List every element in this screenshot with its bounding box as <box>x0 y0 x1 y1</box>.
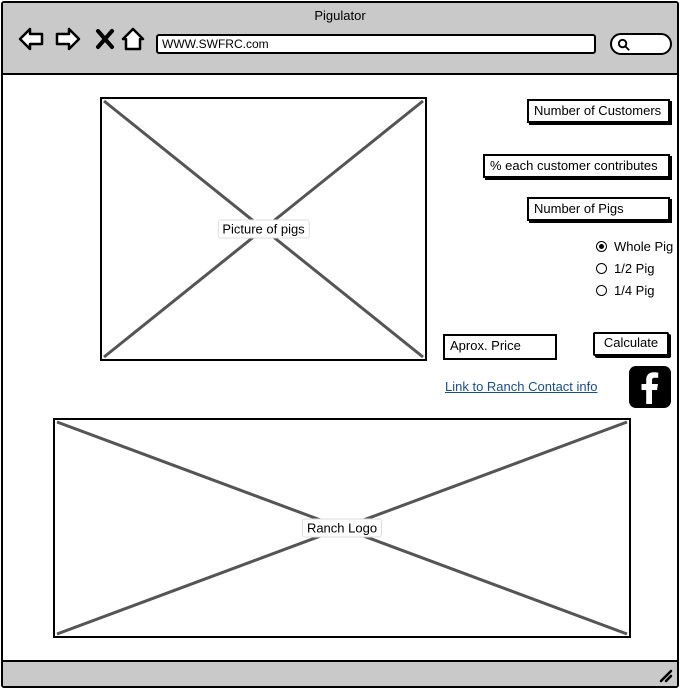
radio-half-pig[interactable]: 1/2 Pig <box>596 260 654 278</box>
home-icon[interactable] <box>119 25 147 53</box>
facebook-f-glyph <box>641 372 659 404</box>
window-title: Pigulator <box>314 8 366 23</box>
browser-search-field[interactable] <box>610 33 672 55</box>
ranch-logo-placeholder: Ranch Logo <box>53 418 631 638</box>
radio-button-selected[interactable] <box>596 241 607 252</box>
calculate-button[interactable]: Calculate <box>593 332 669 356</box>
ranch-contact-link[interactable]: Link to Ranch Contact info <box>445 379 598 394</box>
customers-field[interactable]: Number of Customers <box>527 99 670 123</box>
browser-toolbar: Pigulator WWW.SWFRC.com <box>3 3 677 75</box>
status-bar <box>3 660 677 686</box>
radio-quarter-pig[interactable]: 1/4 Pig <box>596 282 654 300</box>
pigs-image-placeholder: Picture of pigs <box>100 97 427 361</box>
approx-price-field[interactable]: Aprox. Price <box>443 334 557 360</box>
radio-label: Whole Pig <box>614 239 674 254</box>
pigs-image-label: Picture of pigs <box>217 219 310 239</box>
radio-button[interactable] <box>596 285 607 296</box>
radio-label: 1/4 Pig <box>614 283 655 298</box>
close-icon[interactable] <box>91 25 119 53</box>
facebook-icon[interactable] <box>629 366 671 408</box>
ranch-logo-label: Ranch Logo <box>301 518 383 538</box>
pigs-count-field[interactable]: Number of Pigs <box>527 197 670 221</box>
radio-whole-pig[interactable]: Whole Pig <box>596 238 673 256</box>
resize-grip-icon[interactable] <box>655 665 673 683</box>
radio-button[interactable] <box>596 263 607 274</box>
back-arrow-icon[interactable] <box>17 25 45 53</box>
url-bar[interactable]: WWW.SWFRC.com <box>156 34 596 54</box>
forward-arrow-icon[interactable] <box>54 25 82 53</box>
percent-contribution-field[interactable]: % each customer contributes <box>483 154 670 178</box>
radio-label: 1/2 Pig <box>614 261 655 276</box>
magnifier-icon <box>617 38 630 51</box>
